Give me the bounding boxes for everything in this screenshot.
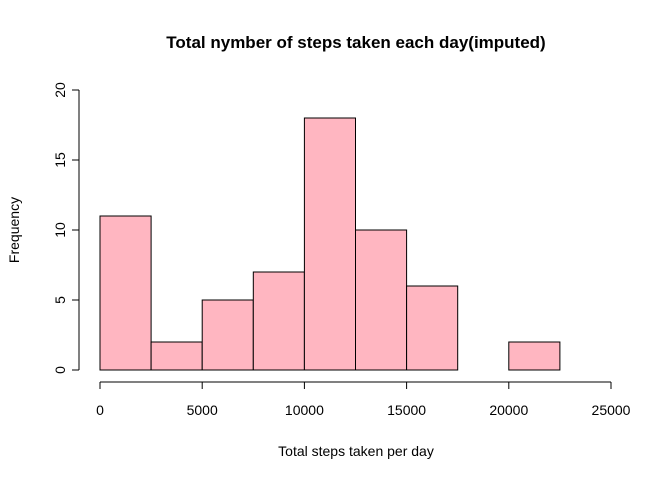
x-tick-label: 0 <box>96 402 104 418</box>
y-tick-label: 10 <box>52 222 68 238</box>
x-axis-label: Total steps taken per day <box>278 443 434 459</box>
x-tick-label: 5000 <box>187 402 218 418</box>
histogram-bar <box>406 285 459 371</box>
histogram-bar <box>201 299 254 371</box>
x-tick-label: 25000 <box>592 402 631 418</box>
histogram-bar <box>303 117 356 371</box>
y-axis: 0 5 10 15 20 <box>52 82 80 374</box>
y-tick-label: 0 <box>52 366 68 374</box>
y-tick-label: 20 <box>52 82 68 98</box>
histogram-bar <box>99 215 152 371</box>
y-tick-label: 5 <box>52 296 68 304</box>
x-tick-label: 10000 <box>285 402 324 418</box>
bars-group <box>99 117 561 371</box>
histogram-bar <box>150 341 203 371</box>
y-axis-label: Frequency <box>6 197 22 263</box>
x-tick-label: 20000 <box>489 402 528 418</box>
histogram-bar <box>508 341 561 371</box>
histogram-bar <box>252 271 305 371</box>
histogram-bar <box>355 229 408 371</box>
chart-title: Total nymber of steps taken each day(imp… <box>166 33 545 52</box>
x-tick-label: 15000 <box>387 402 426 418</box>
x-axis: 0 5000 10000 15000 20000 25000 <box>96 381 631 418</box>
y-tick-label: 15 <box>52 152 68 168</box>
